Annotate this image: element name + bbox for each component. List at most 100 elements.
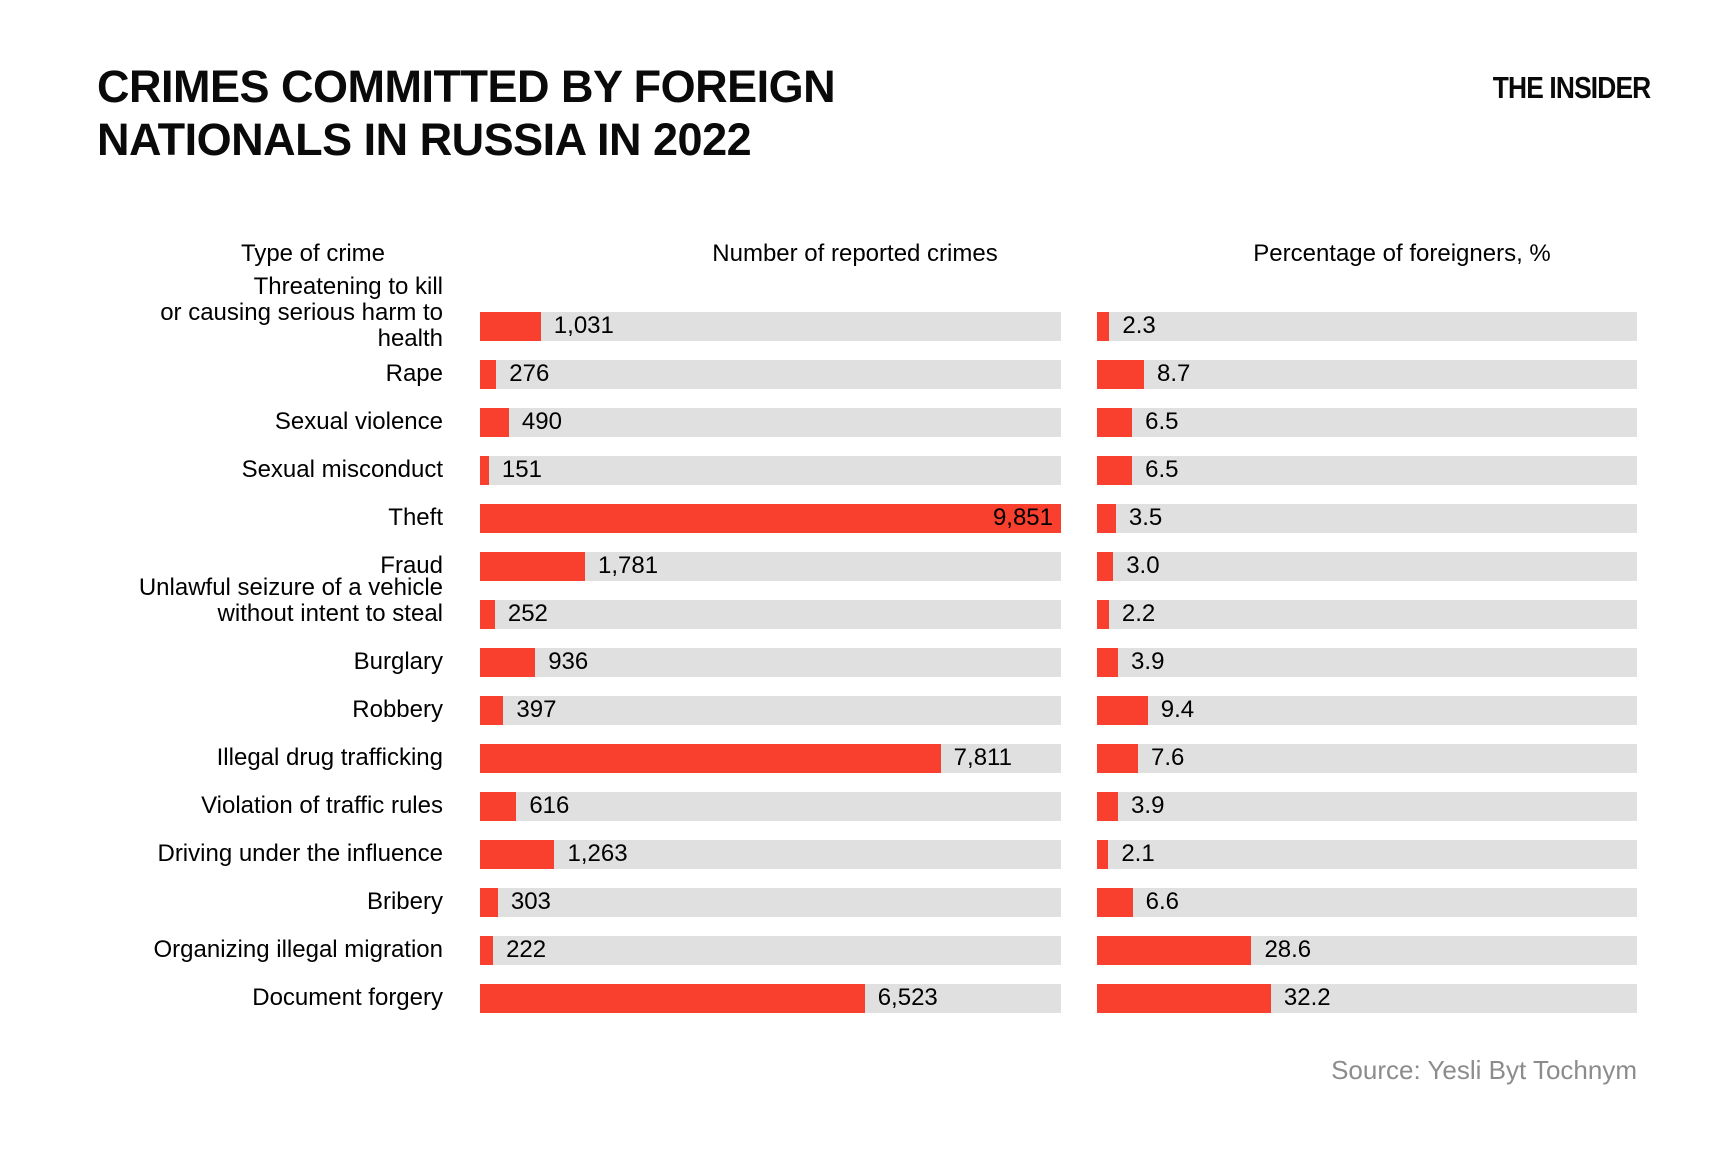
chart-rows: Threatening to kill or causing serious h… — [97, 274, 1637, 1022]
percent-bar-track: 6.6 — [1097, 887, 1637, 917]
chart-row: Sexual violence 490 6.5 — [97, 398, 1637, 446]
bar-chart: Type of crime Number of reported crimes … — [97, 240, 1637, 1022]
count-value-label: 303 — [510, 888, 551, 915]
percent-bar-track: 32.2 — [1097, 983, 1637, 1013]
category-label: Theft — [388, 504, 443, 531]
chart-row: Threatening to kill or causing serious h… — [97, 274, 1637, 352]
source-credit: Source: Yesli Byt Tochnym — [1331, 1055, 1637, 1085]
chart-row: Violation of traffic rules 616 3.9 — [97, 782, 1637, 830]
percent-value-label: 7.6 — [1151, 744, 1185, 771]
count-bar — [480, 551, 586, 581]
percent-bar-track: 3.9 — [1097, 647, 1637, 677]
count-bar — [480, 647, 536, 677]
count-value-label: 151 — [501, 456, 542, 483]
count-bar — [480, 887, 498, 917]
percent-value-label: 6.6 — [1145, 888, 1179, 915]
percent-bar-track: 28.6 — [1097, 935, 1637, 965]
count-bar — [480, 455, 489, 485]
category-label: Driving under the influence — [157, 840, 443, 867]
percent-value-label: 2.1 — [1121, 840, 1155, 867]
category-label: Rape — [385, 360, 443, 387]
count-value-label: 7,811 — [953, 744, 1012, 771]
percent-bar — [1097, 647, 1119, 677]
page-title-line-2: NATIONALS IN RUSSIA IN 2022 — [97, 114, 752, 165]
category-label: Threatening to kill or causing serious h… — [160, 273, 443, 352]
chart-row: Robbery 397 9.4 — [97, 686, 1637, 734]
count-bar — [480, 311, 541, 341]
count-bar-track: 490 — [480, 407, 1061, 437]
chart-row: Sexual misconduct 151 6.5 — [97, 446, 1637, 494]
percent-bar — [1097, 359, 1144, 389]
percent-bar — [1097, 791, 1119, 821]
category-label: Document forgery — [252, 984, 443, 1011]
percent-bar — [1097, 503, 1116, 533]
percent-value-label: 3.9 — [1131, 792, 1165, 819]
percent-bar — [1097, 887, 1133, 917]
percent-bar-track: 3.0 — [1097, 551, 1637, 581]
column-header-percentage: Percentage of foreigners, % — [1253, 240, 1551, 267]
percent-value-label: 2.3 — [1122, 312, 1156, 339]
category-label: Burglary — [353, 648, 443, 675]
count-value-label: 222 — [506, 936, 547, 963]
percent-bar-track: 2.3 — [1097, 311, 1637, 341]
count-bar-track: 1,031 — [480, 311, 1061, 341]
percent-value-label: 3.5 — [1128, 504, 1163, 531]
page-title: CRIMES COMMITTED BY FOREIGN NATIONALS IN… — [97, 60, 836, 166]
count-bar — [480, 407, 509, 437]
percent-bar-track: 7.6 — [1097, 743, 1637, 773]
percent-bar-track: 6.5 — [1097, 455, 1637, 485]
category-label: Unlawful seizure of a vehicle without in… — [138, 574, 443, 627]
column-header-number-of-crimes: Number of reported crimes — [712, 240, 998, 267]
percent-bar-track: 2.2 — [1097, 599, 1637, 629]
count-value-label: 1,031 — [553, 312, 614, 339]
count-value-label: 490 — [521, 408, 562, 435]
count-bar — [480, 983, 865, 1013]
count-value-label: 6,523 — [877, 984, 938, 1011]
brand-logo: THE INSIDER — [1492, 70, 1650, 105]
count-value-label: 252 — [507, 600, 548, 627]
count-bar-track: 9,851 — [480, 503, 1061, 533]
count-bar-track: 7,811 — [480, 743, 1061, 773]
percent-value-label: 6.5 — [1145, 408, 1179, 435]
count-value-label: 616 — [529, 792, 570, 819]
category-label: Sexual misconduct — [241, 456, 443, 483]
percent-bar — [1097, 551, 1114, 581]
category-label: Violation of traffic rules — [201, 792, 443, 819]
chart-row: Document forgery 6,523 32.2 — [97, 974, 1637, 1022]
count-bar-track: 303 — [480, 887, 1061, 917]
page-title-line-1: CRIMES COMMITTED BY FOREIGN — [97, 61, 836, 112]
category-label: Fraud — [380, 552, 443, 579]
percent-bar — [1097, 695, 1148, 725]
count-value-label: 936 — [548, 648, 589, 675]
percent-bar — [1097, 599, 1109, 629]
percent-bar-track: 3.9 — [1097, 791, 1637, 821]
chart-row: Burglary 936 3.9 — [97, 638, 1637, 686]
chart-row: Unlawful seizure of a vehicle without in… — [97, 575, 1637, 638]
count-bar-track: 6,523 — [480, 983, 1061, 1013]
count-bar-track: 222 — [480, 935, 1061, 965]
percent-value-label: 32.2 — [1283, 984, 1331, 1011]
chart-row: Illegal drug trafficking 7,811 7.6 — [97, 734, 1637, 782]
chart-row: Theft 9,851 3.5 — [97, 494, 1637, 542]
percent-bar-track: 8.7 — [1097, 359, 1637, 389]
percent-bar — [1097, 311, 1110, 341]
percent-bar — [1097, 839, 1109, 869]
percent-value-label: 3.0 — [1126, 552, 1160, 579]
category-label: Illegal drug trafficking — [216, 744, 443, 771]
percent-value-label: 9.4 — [1160, 696, 1195, 723]
count-bar — [480, 503, 1061, 533]
count-bar — [480, 935, 494, 965]
count-bar-track: 252 — [480, 599, 1061, 629]
chart-row: Driving under the influence 1,263 2.1 — [97, 830, 1637, 878]
count-bar — [480, 599, 495, 629]
count-bar-track: 616 — [480, 791, 1061, 821]
percent-value-label: 2.2 — [1121, 600, 1156, 627]
percent-bar-track: 2.1 — [1097, 839, 1637, 869]
count-value-label: 1,263 — [567, 840, 628, 867]
count-value-label: 276 — [509, 360, 550, 387]
percent-value-label: 6.5 — [1145, 456, 1179, 483]
category-label: Bribery — [366, 888, 443, 915]
column-header-type-of-crime: Type of crime — [240, 240, 386, 267]
count-bar-track: 1,781 — [480, 551, 1061, 581]
